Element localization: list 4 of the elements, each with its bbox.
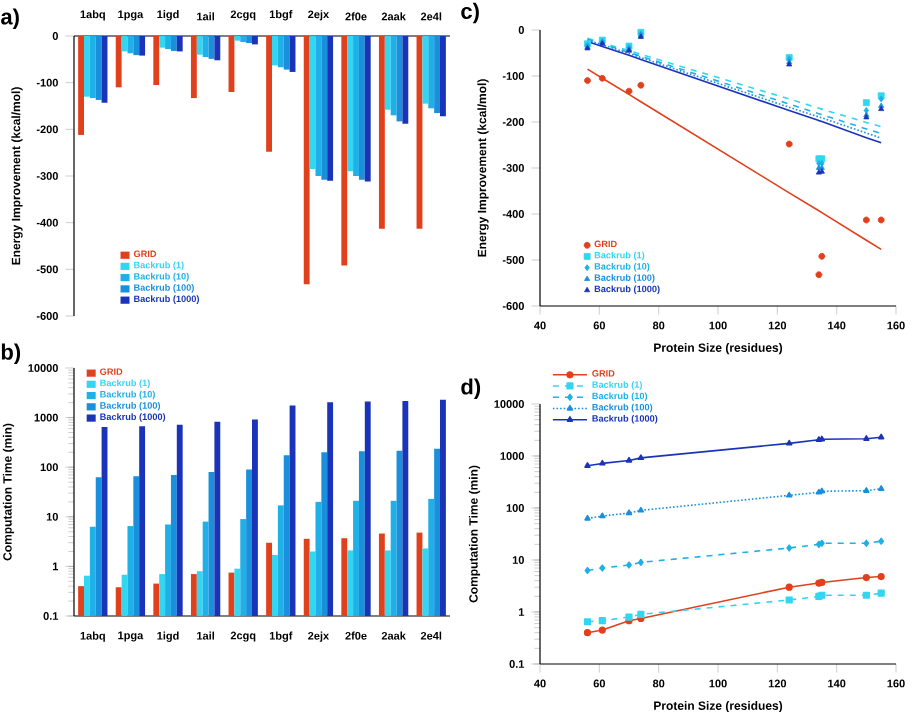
text: d) bbox=[461, 378, 481, 399]
text: b) bbox=[1, 343, 21, 365]
text: c) bbox=[461, 2, 479, 24]
text: a) bbox=[1, 8, 19, 29]
